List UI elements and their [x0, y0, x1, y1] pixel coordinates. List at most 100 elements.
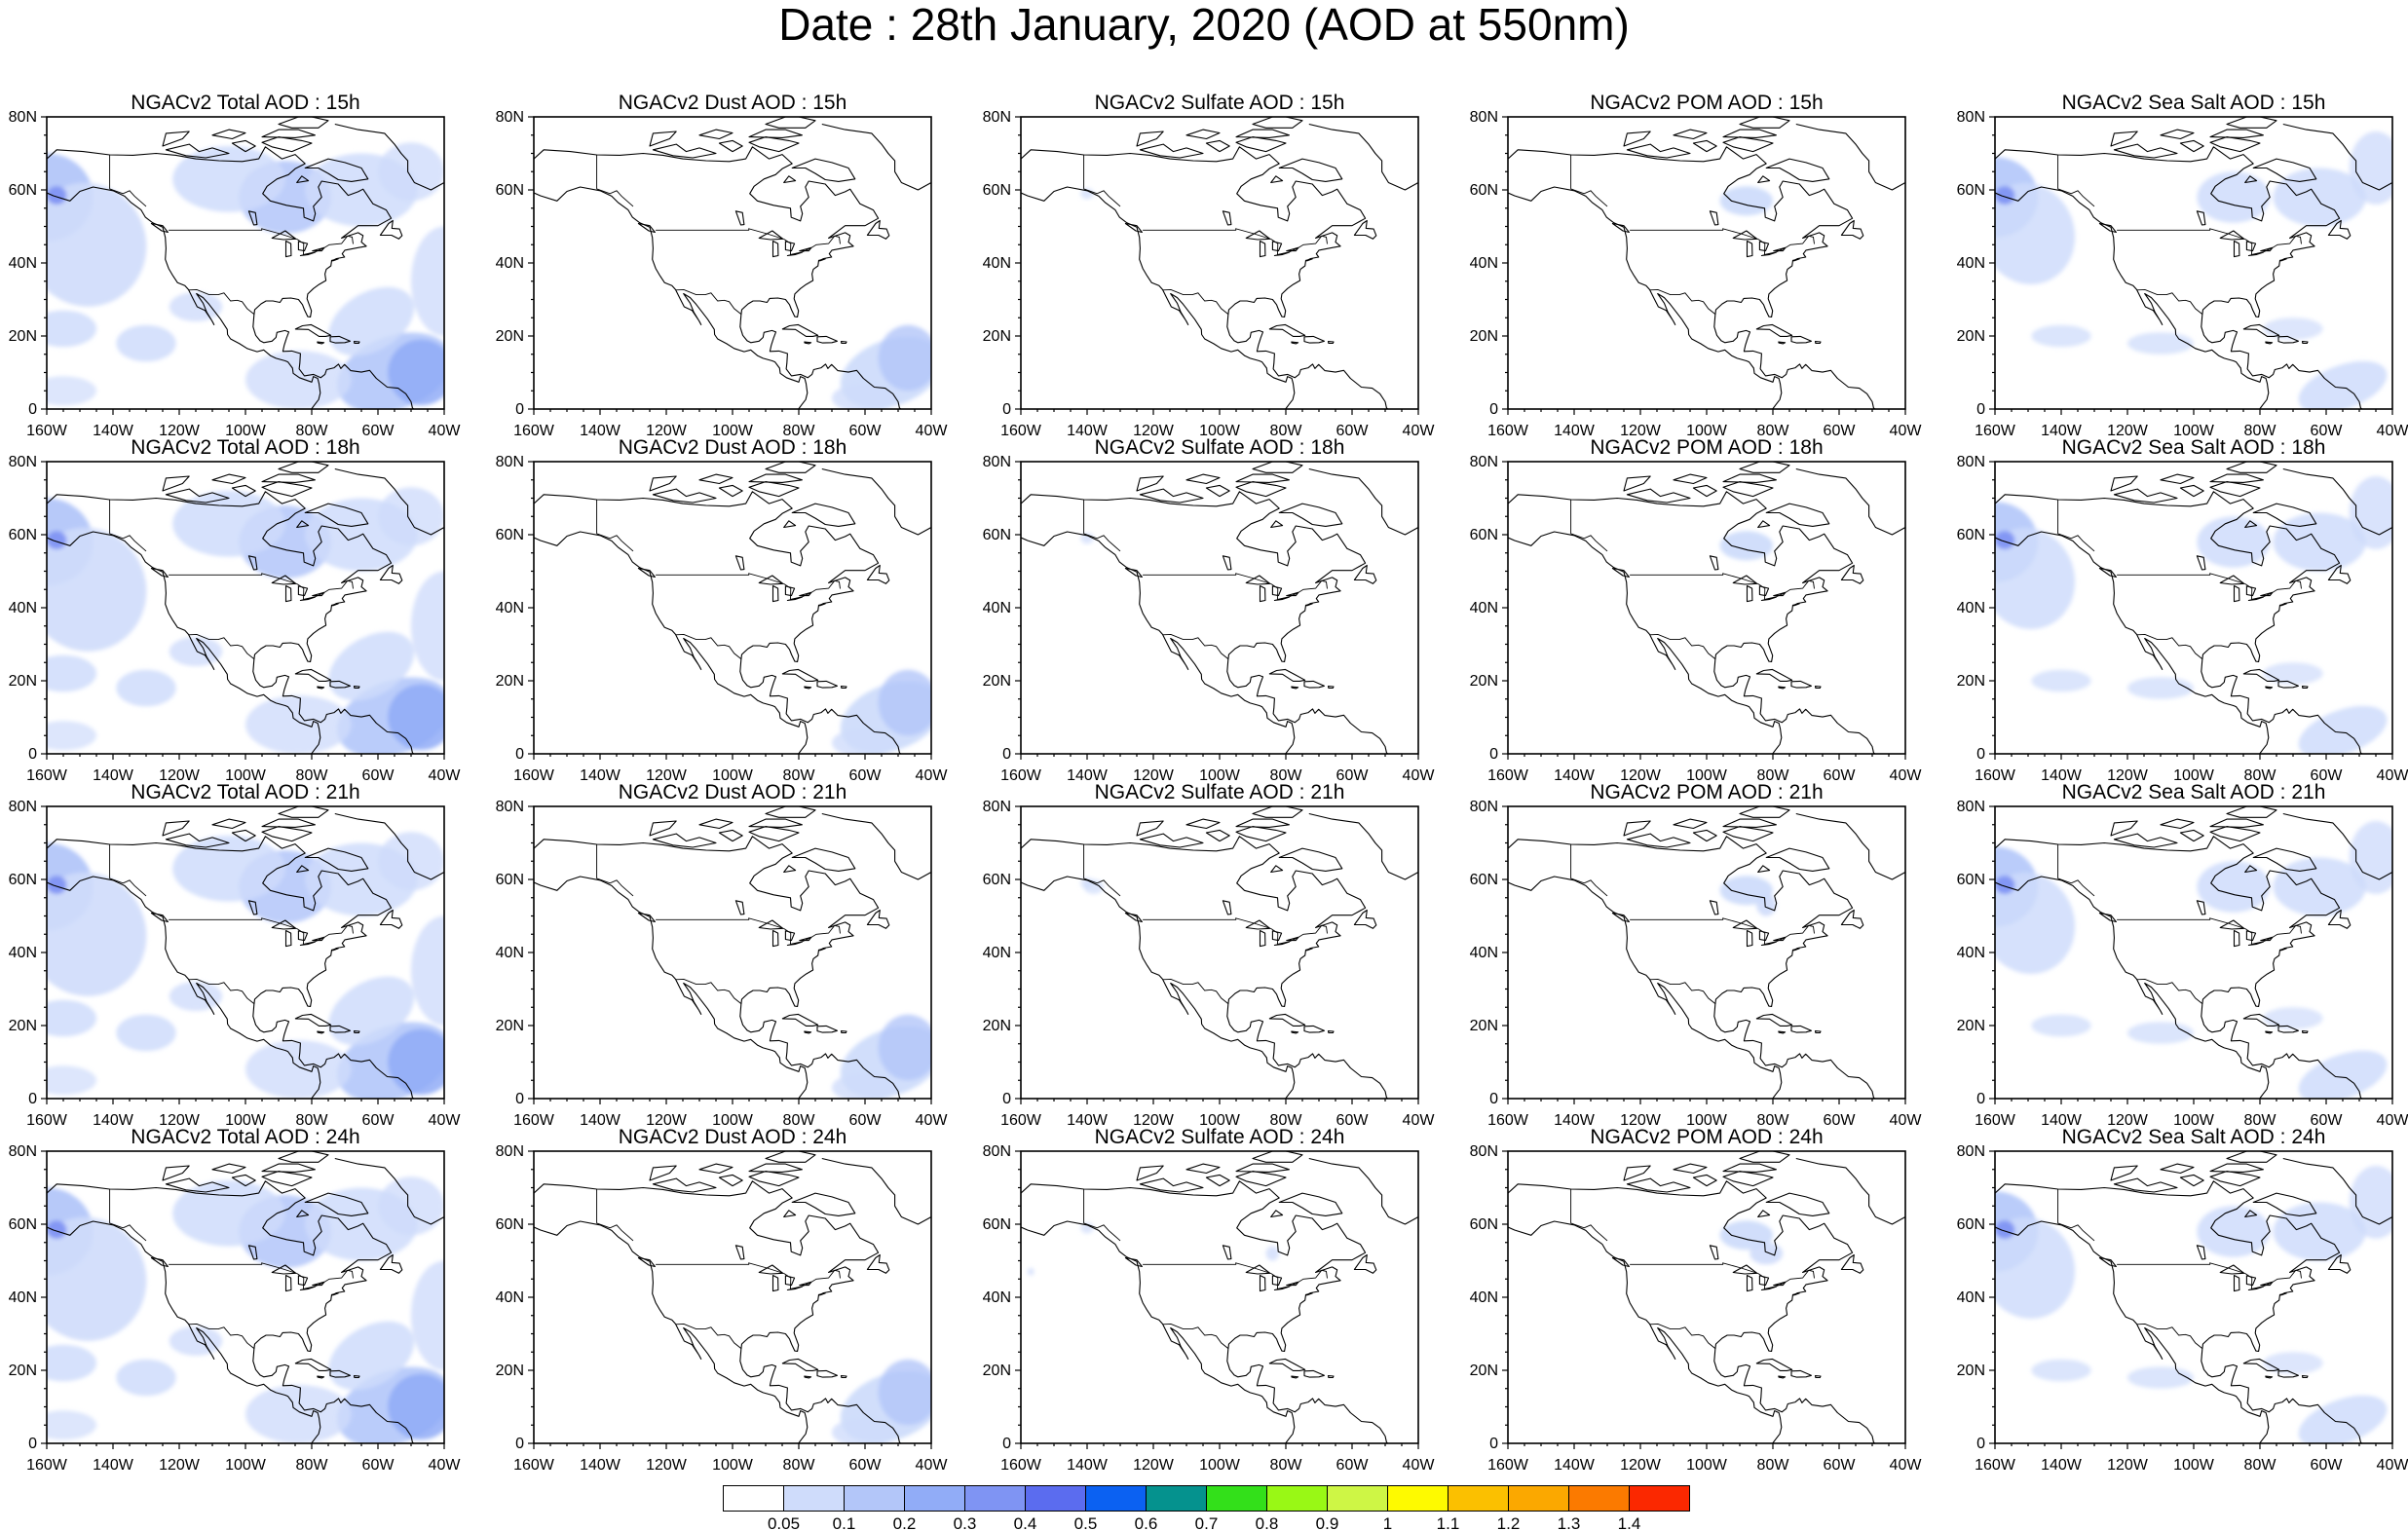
y-tick-label: 0: [1489, 401, 1498, 418]
country-border: [2117, 917, 2302, 945]
island-outline: [791, 158, 856, 182]
colorbar-label: 1: [1383, 1514, 1392, 1531]
x-tick-label: 140W: [2041, 1457, 2083, 1474]
island-outline: [304, 503, 369, 527]
island-outline: [1205, 829, 1230, 842]
y-tick-label: 60N: [1957, 1216, 1985, 1233]
aod-map: 160W 140W 120W 100W 80W 60W 40W 0 20N 40N 60N 80N: [1470, 1143, 1923, 1474]
y-tick-label: 80N: [983, 109, 1011, 126]
y-tick-label: 40N: [9, 600, 37, 616]
x-tick-label: 140W: [580, 423, 621, 439]
country-border: [656, 573, 841, 600]
aod-map: 160W 140W 120W 100W 80W 60W 40W 0 20N 40N 60N 80N: [1957, 109, 2408, 439]
x-tick-label: 100W: [1686, 1457, 1728, 1474]
colorbar-swatch: [1025, 1485, 1086, 1512]
coastline: [1508, 1220, 1783, 1443]
island-outline: [1791, 1292, 1800, 1296]
aod-shading: [1719, 876, 1777, 916]
island-outline: [804, 1375, 812, 1379]
aod-region: [2273, 168, 2366, 227]
aod-region: [2273, 857, 2366, 916]
colorbar-label: 0.8: [1256, 1514, 1279, 1531]
aod-region: [378, 142, 444, 202]
island-outline: [1185, 473, 1221, 485]
island-outline: [379, 219, 403, 240]
panel-title: NGACv2 Sea Salt AOD : 24h: [2061, 1126, 2326, 1148]
island-outline: [781, 323, 819, 337]
map-panel: NGACv2 Sulfate AOD : 21h 160W 140W 120W 100W…: [983, 781, 1436, 1138]
lake-outline: [1709, 900, 1719, 915]
lake-outline: [1271, 241, 1283, 252]
aod-region: [47, 1344, 96, 1382]
aod-region: [1719, 186, 1773, 216]
country-border: [1083, 533, 1121, 552]
aod-region: [1995, 531, 2015, 549]
coastline: [1308, 806, 1418, 880]
lake-outline: [247, 900, 258, 915]
coastline: [1308, 1151, 1418, 1225]
x-tick-label: 60W: [362, 1457, 395, 1474]
x-tick-label: 160W: [26, 767, 68, 784]
x-tick-label: 60W: [849, 767, 883, 784]
x-tick-label: 100W: [1686, 423, 1728, 439]
country-border: [1083, 188, 1121, 207]
aod-region: [2273, 1202, 2366, 1261]
colorbar-swatch: [844, 1485, 905, 1512]
island-outline: [2226, 1151, 2277, 1163]
lake-outline: [2233, 1274, 2240, 1292]
x-tick-label: 40W: [429, 1112, 462, 1129]
y-tick-label: 40N: [1470, 945, 1498, 961]
aod-map: 160W 140W 120W 100W 80W 60W 40W 0 20N 40N 60N 80N: [9, 109, 462, 439]
x-tick-label: 40W: [916, 1457, 949, 1474]
island-outline: [1291, 1030, 1299, 1034]
island-outline: [2265, 1030, 2274, 1034]
island-outline: [817, 603, 826, 607]
island-outline: [1304, 948, 1313, 952]
island-outline: [652, 1177, 717, 1193]
island-outline: [765, 1151, 816, 1163]
island-outline: [1303, 335, 1325, 344]
aod-map: 160W 140W 120W 100W 80W 60W 40W 0 20N 40N 60N 80N: [983, 109, 1436, 439]
coastline: [534, 1180, 902, 1443]
panel-title: NGACv2 Sea Salt AOD : 15h: [2061, 92, 2326, 114]
map-panel: NGACv2 Total AOD : 21h 160W 140W 120W 100W 80…: [9, 781, 462, 1138]
x-tick-label: 160W: [1000, 1112, 1042, 1129]
country-border: [675, 633, 742, 660]
island-outline: [2098, 567, 2117, 579]
x-tick-label: 60W: [362, 423, 395, 439]
island-outline: [1739, 806, 1790, 818]
country-border: [109, 533, 147, 552]
y-tick-label: 60N: [1470, 1216, 1498, 1233]
x-tick-label: 80W: [296, 1112, 329, 1129]
island-outline: [817, 1292, 826, 1296]
island-outline: [296, 175, 310, 184]
island-outline: [791, 847, 856, 872]
y-tick-label: 80N: [1957, 454, 1985, 470]
x-tick-label: 60W: [362, 1112, 395, 1129]
lake-outline: [2196, 210, 2206, 226]
y-tick-label: 40N: [983, 255, 1011, 272]
aod-region: [388, 1028, 444, 1096]
coastline: [821, 462, 931, 536]
x-tick-label: 160W: [26, 1457, 68, 1474]
panel-title: NGACv2 Total AOD : 18h: [131, 436, 360, 459]
island-outline: [1626, 488, 1691, 504]
colorbar-label: 0.4: [1014, 1514, 1037, 1531]
island-outline: [652, 833, 717, 848]
x-tick-label: 140W: [1067, 423, 1109, 439]
y-tick-label: 60N: [1957, 182, 1985, 199]
y-tick-label: 0: [515, 401, 524, 418]
aod-map: 160W 140W 120W 100W 80W 60W 40W 0 20N 40N 60N 80N: [1957, 799, 2408, 1129]
map-panel: NGACv2 Sulfate AOD : 15h 160W 140W 120W 100W…: [983, 92, 1436, 448]
x-tick-label: 160W: [1000, 1457, 1042, 1474]
island-outline: [840, 341, 847, 345]
island-outline: [2113, 833, 2178, 848]
coastline: [1021, 146, 1389, 409]
country-border: [2057, 188, 2095, 207]
y-tick-label: 80N: [1470, 109, 1498, 126]
y-tick-label: 20N: [496, 1018, 524, 1034]
x-tick-label: 140W: [1554, 1112, 1596, 1129]
aod-region: [47, 376, 96, 406]
island-outline: [1722, 473, 1777, 483]
map-panel: NGACv2 Sulfate AOD : 18h 160W 140W 120W 100W…: [983, 436, 1436, 793]
